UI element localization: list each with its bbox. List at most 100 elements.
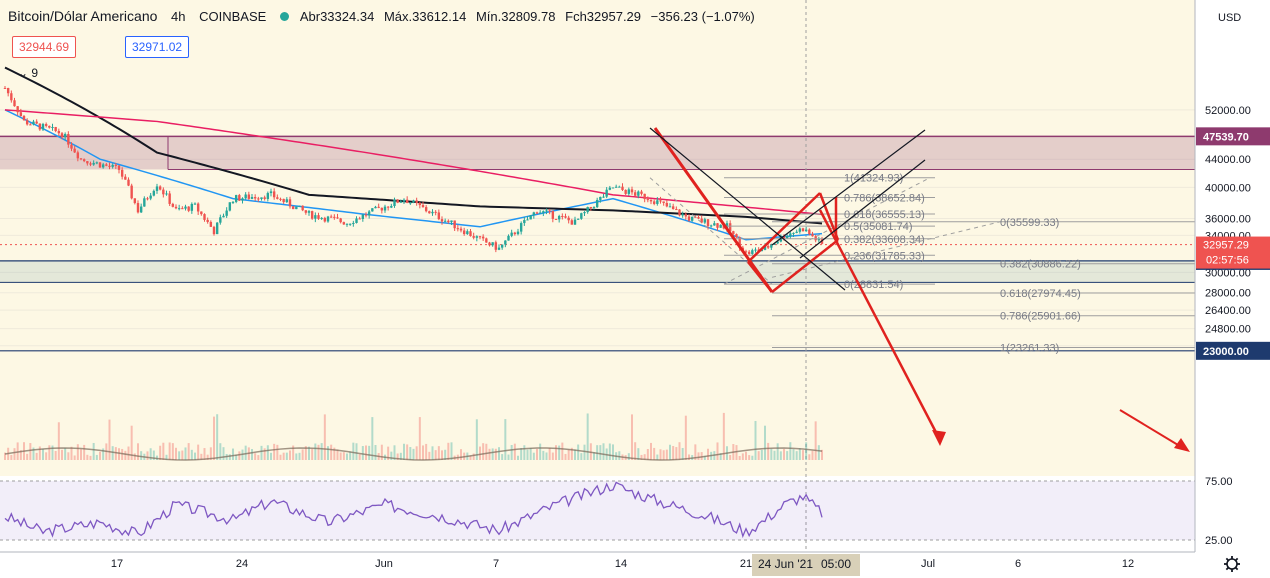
volume-bar (501, 454, 504, 460)
candle-body (700, 218, 703, 223)
volume-bar (311, 448, 314, 460)
candle-body (215, 222, 219, 235)
symbol-name[interactable]: Bitcoin/Dólar Americano (8, 8, 158, 24)
candle-body (694, 216, 697, 218)
candle-body (377, 206, 380, 208)
fib-extension-label: 0.786(25901.66) (1000, 311, 1081, 323)
volume-bar (238, 451, 241, 460)
volume-bar (539, 443, 542, 460)
candle-body (589, 206, 593, 208)
volume-bars (4, 412, 823, 461)
candle-body (637, 191, 640, 196)
candle-body (222, 215, 225, 218)
candle-body (253, 197, 257, 199)
volume-bar (488, 448, 491, 460)
candle-body (573, 219, 577, 225)
volume-bar (162, 442, 165, 460)
candle-body (690, 216, 694, 221)
candle-body (792, 232, 795, 234)
candle-body (659, 200, 662, 202)
candle-body (117, 165, 121, 170)
volume-bar (697, 452, 700, 460)
volume-bar (285, 452, 288, 460)
candle-body (206, 219, 209, 222)
volume-bar (304, 446, 307, 460)
volume-bar (719, 453, 722, 460)
candle-body (399, 201, 403, 203)
volume-bar (729, 454, 732, 460)
time-tick-label: 14 (615, 558, 627, 570)
candle-body (38, 123, 42, 130)
candle-body (504, 240, 507, 245)
candle-body (323, 217, 327, 222)
volume-bar (365, 445, 367, 460)
candle-body (709, 225, 713, 227)
candle-body (336, 217, 339, 219)
volume-bar (320, 443, 323, 460)
volume-bar (124, 450, 127, 460)
interval-label[interactable]: 4h (171, 9, 186, 24)
volume-bar (209, 447, 212, 460)
volume-bar (817, 445, 820, 460)
volume-bar (409, 447, 412, 460)
candle-body (60, 133, 64, 138)
fib-level-label: 0.236(31785.33) (844, 250, 925, 262)
volume-bar (390, 451, 393, 460)
candle-body (348, 223, 352, 225)
candle-body (719, 224, 722, 228)
volume-bar (688, 454, 690, 460)
volume-bar (672, 445, 675, 460)
candle-body (127, 179, 130, 186)
candle-body (421, 205, 425, 208)
volume-bar (355, 443, 358, 460)
volume-bar (64, 447, 67, 460)
candle-body (339, 218, 342, 223)
candle-body (393, 199, 396, 207)
candle-body (193, 203, 197, 205)
candle-body (257, 198, 260, 200)
candle-body (662, 201, 665, 203)
candle-body (494, 242, 498, 250)
volume-bar (789, 442, 792, 460)
volume-bar (102, 448, 105, 460)
volume-bar (555, 445, 557, 460)
volume-bar (374, 444, 377, 460)
volume-bar (776, 443, 779, 460)
gear-icon[interactable] (1224, 556, 1240, 572)
volume-bar (529, 447, 532, 460)
candle-body (92, 162, 95, 165)
volume-bar (380, 444, 383, 460)
volume-bar (206, 454, 209, 460)
volume-bar (472, 453, 475, 460)
candle-body (605, 189, 608, 197)
volume-bar (700, 452, 703, 460)
indicators-toggle[interactable]: ⌄ 9 (18, 66, 38, 80)
volume-bar (662, 450, 665, 460)
volume-bar (111, 446, 114, 460)
volume-bar (650, 442, 652, 460)
candle-body (228, 202, 232, 211)
candle-body (29, 124, 32, 126)
candle-body (472, 236, 475, 238)
volume-bar (814, 421, 817, 460)
candle-body (453, 220, 456, 229)
candle-body (760, 249, 764, 252)
candle-body (101, 164, 105, 168)
candle-body (814, 236, 817, 241)
high-label: Máx. (383, 9, 413, 24)
volume-bar (349, 451, 352, 460)
price-tick-label: 40000.00 (1205, 182, 1251, 194)
volume-bar (99, 451, 101, 460)
volume-bar (811, 450, 814, 460)
channel-line (771, 129, 926, 246)
candle-body (766, 246, 770, 248)
buy-price-button[interactable]: 32971.02 (125, 36, 190, 58)
volume-bar (602, 443, 605, 460)
volume-bar (165, 454, 168, 460)
candle-body (76, 152, 80, 159)
candle-body (367, 211, 371, 216)
sell-price-button[interactable]: 32944.69 (12, 36, 77, 58)
volume-bar (13, 448, 16, 460)
fib-level-label: 0(28831.54) (844, 279, 903, 291)
